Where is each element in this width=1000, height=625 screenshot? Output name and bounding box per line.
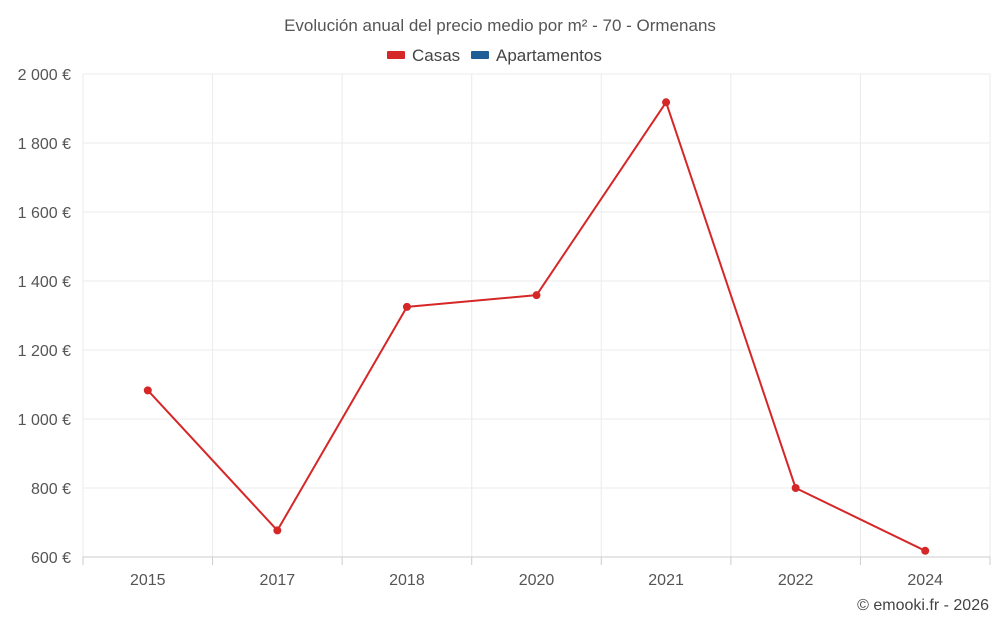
- legend: Casas Apartamentos: [387, 46, 602, 65]
- credit-text: © emooki.fr - 2026: [857, 597, 989, 614]
- x-tick-label: 2015: [130, 572, 166, 589]
- y-tick-label: 1 800 €: [18, 136, 71, 153]
- data-point[interactable]: [402, 302, 411, 311]
- y-tick-label: 2 000 €: [18, 67, 71, 84]
- legend-swatch-apartamentos: [471, 51, 489, 59]
- y-tick-label: 1 400 €: [18, 274, 71, 291]
- data-point[interactable]: [143, 386, 152, 395]
- x-tick-label: 2021: [648, 572, 684, 589]
- y-tick-label: 1 200 €: [18, 343, 71, 360]
- x-tick-label: 2022: [778, 572, 814, 589]
- data-point[interactable]: [532, 291, 541, 300]
- y-tick-label: 600 €: [31, 550, 71, 567]
- y-axis-ticks: 600 € 800 € 1 000 € 1 200 € 1 400 € 1 600 € 1 …: [18, 67, 71, 567]
- series-line-casas: [147, 101, 926, 552]
- legend-label-apartamentos[interactable]: Apartamentos: [496, 46, 602, 65]
- x-tick-label: 2020: [519, 572, 555, 589]
- data-point[interactable]: [273, 526, 282, 535]
- y-tick-label: 1 600 €: [18, 205, 71, 222]
- x-tick-label: 2017: [260, 572, 296, 589]
- y-tick-label: 1 000 €: [18, 412, 71, 429]
- legend-swatch-casas: [387, 51, 405, 59]
- series-casas: [143, 98, 930, 555]
- x-tick-label: 2024: [907, 572, 943, 589]
- data-point[interactable]: [662, 98, 671, 107]
- data-point[interactable]: [921, 546, 930, 555]
- legend-label-casas[interactable]: Casas: [412, 46, 460, 65]
- x-axis-ticks: 2015 2017 2018 2020 2021 2022 2024: [82, 557, 991, 589]
- grid: [82, 73, 991, 558]
- x-tick-label: 2018: [389, 572, 425, 589]
- y-tick-label: 800 €: [31, 481, 71, 498]
- data-point[interactable]: [791, 484, 800, 492]
- chart-title: Evolución anual del precio medio por m² …: [284, 16, 716, 35]
